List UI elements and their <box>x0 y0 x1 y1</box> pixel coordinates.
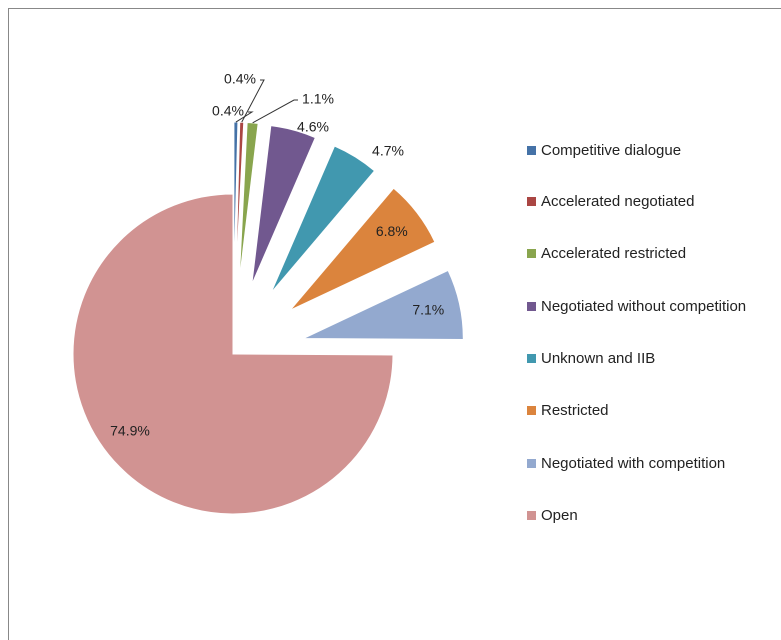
leader-line <box>252 99 298 124</box>
leader-line <box>241 79 265 123</box>
legend-label: Restricted <box>541 402 609 419</box>
pie-slice <box>72 193 394 515</box>
pie-slice <box>270 145 376 294</box>
data-label: 6.8% <box>376 223 408 239</box>
legend-label: Accelerated restricted <box>541 245 687 262</box>
frame <box>8 8 781 640</box>
legend-swatch <box>527 459 536 468</box>
data-label: 4.7% <box>372 143 404 159</box>
legend-swatch <box>527 197 536 206</box>
data-label: 1.1% <box>302 91 334 107</box>
legend-swatch <box>527 146 536 155</box>
legend-label: Accelerated negotiated <box>541 193 695 210</box>
pie-slice <box>251 125 316 285</box>
data-label: 4.6% <box>297 119 329 135</box>
data-label: 74.9% <box>110 423 150 439</box>
legend-swatch <box>527 406 536 415</box>
pie-slice <box>238 121 259 283</box>
data-label: 7.1% <box>412 302 444 318</box>
legend-swatch <box>527 511 536 520</box>
legend-label: Open <box>541 507 578 524</box>
legend-swatch <box>527 302 536 311</box>
legend-label: Negotiated without competition <box>541 298 747 315</box>
pie-slice <box>303 269 464 341</box>
legend-label: Unknown and IIB <box>541 350 656 367</box>
leader-line <box>235 111 254 123</box>
data-label: 0.4% <box>224 71 256 87</box>
pie-slice <box>289 187 436 311</box>
legend-label: Competitive dialogue <box>541 142 682 159</box>
data-label: 0.4% <box>212 103 244 119</box>
legend-swatch <box>527 354 536 363</box>
legend-label: Negotiated with competition <box>541 455 726 472</box>
legend-swatch <box>527 249 536 258</box>
